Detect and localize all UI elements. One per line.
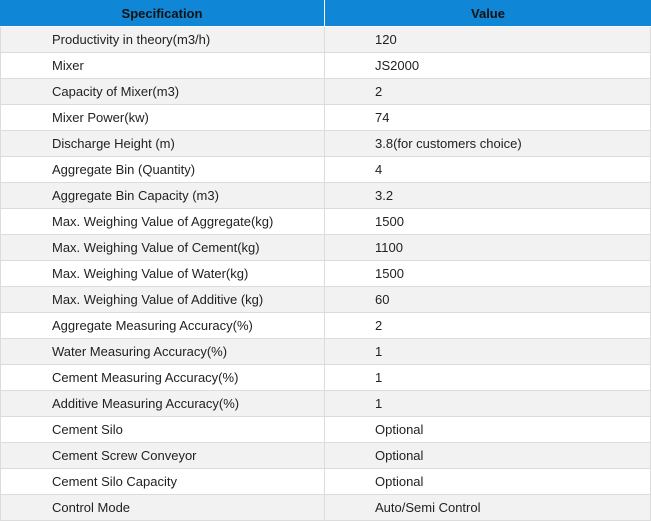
spec-name-cell: Discharge Height (m) [0, 131, 325, 157]
spec-name-cell: Aggregate Bin (Quantity) [0, 157, 325, 183]
spec-name-cell: Additive Measuring Accuracy(%) [0, 391, 325, 417]
header-value: Value [325, 0, 651, 27]
spec-value-cell: 3.2 [325, 183, 651, 209]
spec-name-cell: Max. Weighing Value of Cement(kg) [0, 235, 325, 261]
spec-name-cell: Aggregate Bin Capacity (m3) [0, 183, 325, 209]
spec-value-cell: Optional [325, 443, 651, 469]
spec-value-cell: Auto/Semi Control [325, 495, 651, 521]
spec-name-cell: Water Measuring Accuracy(%) [0, 339, 325, 365]
table-row: Capacity of Mixer(m3) 2 [0, 79, 651, 105]
table-row: Mixer Power(kw) 74 [0, 105, 651, 131]
spec-value-cell: 60 [325, 287, 651, 313]
spec-value-cell: 2 [325, 79, 651, 105]
table-row: Cement Measuring Accuracy(%) 1 [0, 365, 651, 391]
table-row: Mixer JS2000 [0, 53, 651, 79]
spec-value-cell: 74 [325, 105, 651, 131]
spec-value-cell: 1100 [325, 235, 651, 261]
spec-value-cell: 3.8(for customers choice) [325, 131, 651, 157]
table-row: Max. Weighing Value of Cement(kg) 1100 [0, 235, 651, 261]
spec-value-cell: 2 [325, 313, 651, 339]
spec-value-cell: Optional [325, 469, 651, 495]
spec-name-cell: Aggregate Measuring Accuracy(%) [0, 313, 325, 339]
spec-name-cell: Max. Weighing Value of Water(kg) [0, 261, 325, 287]
table-row: Aggregate Measuring Accuracy(%) 2 [0, 313, 651, 339]
spec-name-cell: Cement Measuring Accuracy(%) [0, 365, 325, 391]
table-row: Cement Silo Optional [0, 417, 651, 443]
table-row: Discharge Height (m) 3.8(for customers ch… [0, 131, 651, 157]
spec-name-cell: Max. Weighing Value of Aggregate(kg) [0, 209, 325, 235]
table-row: Aggregate Bin Capacity (m3) 3.2 [0, 183, 651, 209]
header-row: Specification Value [0, 0, 651, 27]
table-row: Control Mode Auto/Semi Control [0, 495, 651, 521]
spec-value-cell: 120 [325, 27, 651, 53]
table-header: Specification Value [0, 0, 651, 27]
spec-value-cell: Optional [325, 417, 651, 443]
table-row: Additive Measuring Accuracy(%) 1 [0, 391, 651, 417]
table-row: Aggregate Bin (Quantity) 4 [0, 157, 651, 183]
spec-name-cell: Cement Silo [0, 417, 325, 443]
table-row: Cement Screw Conveyor Optional [0, 443, 651, 469]
spec-value-cell: 1 [325, 365, 651, 391]
spec-value-cell: JS2000 [325, 53, 651, 79]
header-specification: Specification [0, 0, 325, 27]
spec-name-cell: Max. Weighing Value of Additive (kg) [0, 287, 325, 313]
spec-name-cell: Cement Screw Conveyor [0, 443, 325, 469]
table-row: Productivity in theory(m3/h) 120 [0, 27, 651, 53]
spec-name-cell: Productivity in theory(m3/h) [0, 27, 325, 53]
spec-name-cell: Cement Silo Capacity [0, 469, 325, 495]
spec-value-cell: 1500 [325, 209, 651, 235]
table-row: Max. Weighing Value of Aggregate(kg) 1500 [0, 209, 651, 235]
spec-name-cell: Control Mode [0, 495, 325, 521]
spec-value-cell: 1500 [325, 261, 651, 287]
spec-name-cell: Capacity of Mixer(m3) [0, 79, 325, 105]
spec-value-cell: 1 [325, 391, 651, 417]
table-row: Cement Silo Capacity Optional [0, 469, 651, 495]
spec-value-cell: 4 [325, 157, 651, 183]
table-row: Max. Weighing Value of Additive (kg) 60 [0, 287, 651, 313]
spec-value-cell: 1 [325, 339, 651, 365]
table-body: Productivity in theory(m3/h) 120 Mixer JS20… [0, 27, 651, 521]
spec-name-cell: Mixer Power(kw) [0, 105, 325, 131]
table-row: Water Measuring Accuracy(%) 1 [0, 339, 651, 365]
spec-name-cell: Mixer [0, 53, 325, 79]
table-row: Max. Weighing Value of Water(kg) 1500 [0, 261, 651, 287]
